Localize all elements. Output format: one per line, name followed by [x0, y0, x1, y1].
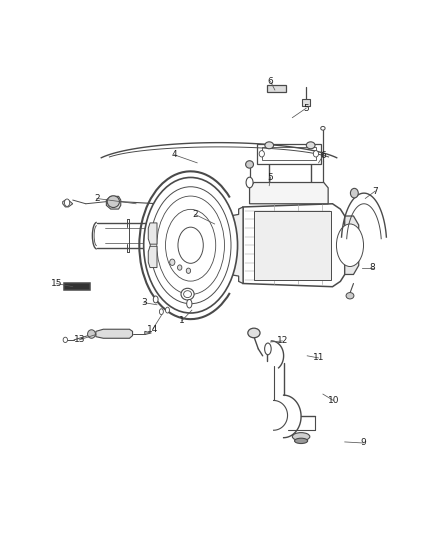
Ellipse shape	[265, 343, 271, 355]
Ellipse shape	[246, 177, 253, 188]
Text: 13: 13	[74, 335, 85, 344]
Ellipse shape	[177, 265, 182, 270]
Text: 14: 14	[147, 325, 158, 334]
Ellipse shape	[248, 328, 260, 338]
Ellipse shape	[246, 161, 254, 168]
Text: 9: 9	[360, 439, 366, 448]
Ellipse shape	[157, 196, 224, 294]
Ellipse shape	[306, 142, 315, 149]
Polygon shape	[145, 332, 151, 335]
Bar	[254, 211, 331, 280]
Bar	[64, 283, 90, 290]
Text: 8: 8	[370, 263, 375, 272]
Text: 11: 11	[313, 353, 324, 362]
Ellipse shape	[166, 307, 170, 313]
Ellipse shape	[153, 296, 158, 303]
Ellipse shape	[150, 187, 231, 304]
Ellipse shape	[292, 433, 310, 441]
Ellipse shape	[107, 196, 120, 207]
Ellipse shape	[321, 126, 325, 130]
Ellipse shape	[170, 259, 175, 265]
Polygon shape	[148, 246, 157, 268]
Polygon shape	[106, 196, 121, 209]
Ellipse shape	[166, 209, 216, 281]
Text: 3: 3	[141, 298, 147, 307]
Text: 6: 6	[320, 151, 326, 160]
Ellipse shape	[313, 151, 318, 157]
Text: 7: 7	[372, 187, 378, 196]
Ellipse shape	[265, 142, 274, 149]
Polygon shape	[243, 204, 345, 287]
Bar	[257, 144, 321, 164]
Bar	[267, 85, 286, 92]
Ellipse shape	[346, 293, 354, 299]
Ellipse shape	[259, 151, 265, 157]
Ellipse shape	[186, 268, 191, 273]
Bar	[302, 99, 310, 107]
Text: 6: 6	[268, 77, 273, 86]
Text: 2: 2	[192, 210, 198, 219]
Polygon shape	[250, 182, 328, 204]
Text: 1: 1	[179, 316, 185, 325]
Ellipse shape	[144, 177, 237, 313]
Ellipse shape	[336, 224, 364, 266]
Ellipse shape	[181, 288, 194, 300]
Polygon shape	[148, 223, 157, 244]
Text: 15: 15	[51, 279, 62, 288]
Text: 2: 2	[94, 194, 99, 203]
Bar	[261, 147, 316, 160]
Ellipse shape	[184, 290, 191, 297]
Text: 10: 10	[328, 396, 339, 405]
Polygon shape	[63, 200, 73, 207]
Ellipse shape	[64, 199, 70, 206]
Ellipse shape	[88, 330, 95, 338]
Ellipse shape	[178, 227, 203, 263]
Text: 4: 4	[172, 150, 177, 159]
Ellipse shape	[350, 188, 358, 198]
Polygon shape	[215, 207, 243, 284]
Polygon shape	[96, 329, 133, 338]
Ellipse shape	[63, 337, 67, 343]
Ellipse shape	[187, 300, 192, 308]
Polygon shape	[345, 216, 359, 274]
Text: 5: 5	[268, 173, 273, 182]
Text: 5: 5	[304, 103, 309, 112]
Text: 12: 12	[277, 336, 288, 345]
Ellipse shape	[294, 438, 307, 443]
Ellipse shape	[159, 309, 163, 314]
